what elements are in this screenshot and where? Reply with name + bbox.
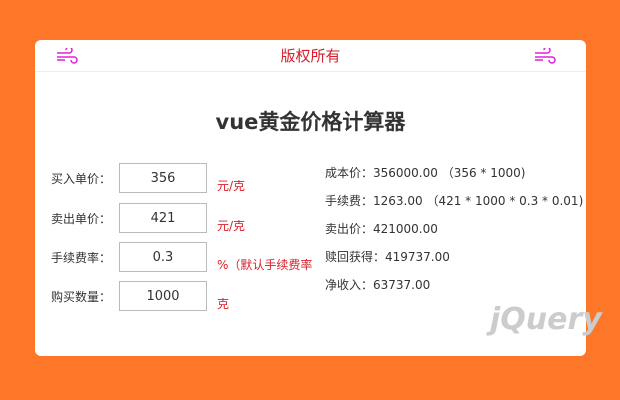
sell-price-unit: 元/克	[217, 218, 246, 233]
fee-rate-row: 手续费率： %（默认手续费率	[51, 242, 327, 272]
buy-price-label: 买入单价：	[51, 171, 112, 186]
cost-result: 成本价：356000.00 （356 * 1000)	[325, 166, 526, 180]
quantity-row: 购买数量： 克	[51, 281, 229, 311]
fee-rate-label: 手续费率：	[51, 250, 112, 265]
quantity-input[interactable]	[119, 281, 207, 311]
jquery-watermark-logo: jQuery	[490, 302, 602, 337]
wind-icon	[535, 48, 556, 64]
redeem-result: 赎回获得：419737.00	[325, 250, 450, 264]
sell-price-label: 卖出单价：	[51, 211, 112, 226]
buy-price-row: 买入单价： 元/克	[51, 163, 245, 193]
quantity-label: 购买数量：	[51, 289, 112, 304]
sell-result: 卖出价：421000.00	[325, 222, 438, 236]
sell-price-input[interactable]	[119, 203, 207, 233]
fee-rate-input[interactable]	[119, 242, 207, 272]
buy-price-unit: 元/克	[217, 178, 246, 193]
page-title: vue黄金价格计算器	[215, 110, 406, 134]
sell-price-row: 卖出单价： 元/克	[51, 203, 245, 233]
calculator-card: 版权所有 vue黄金价格计算器 买入单价： 元/克 卖出单价： 元/克 手续费率…	[35, 40, 602, 356]
header: 版权所有	[35, 40, 586, 72]
quantity-unit: 克	[217, 296, 230, 311]
fee-rate-unit: %（默认手续费率	[217, 257, 313, 272]
buy-price-input[interactable]	[119, 163, 207, 193]
net-income-result: 净收入：63737.00	[325, 278, 431, 292]
header-title: 版权所有	[280, 47, 341, 65]
wind-icon	[57, 48, 78, 64]
fee-result: 手续费：1263.00 （421 * 1000 * 0.3 * 0.01)	[325, 194, 584, 208]
